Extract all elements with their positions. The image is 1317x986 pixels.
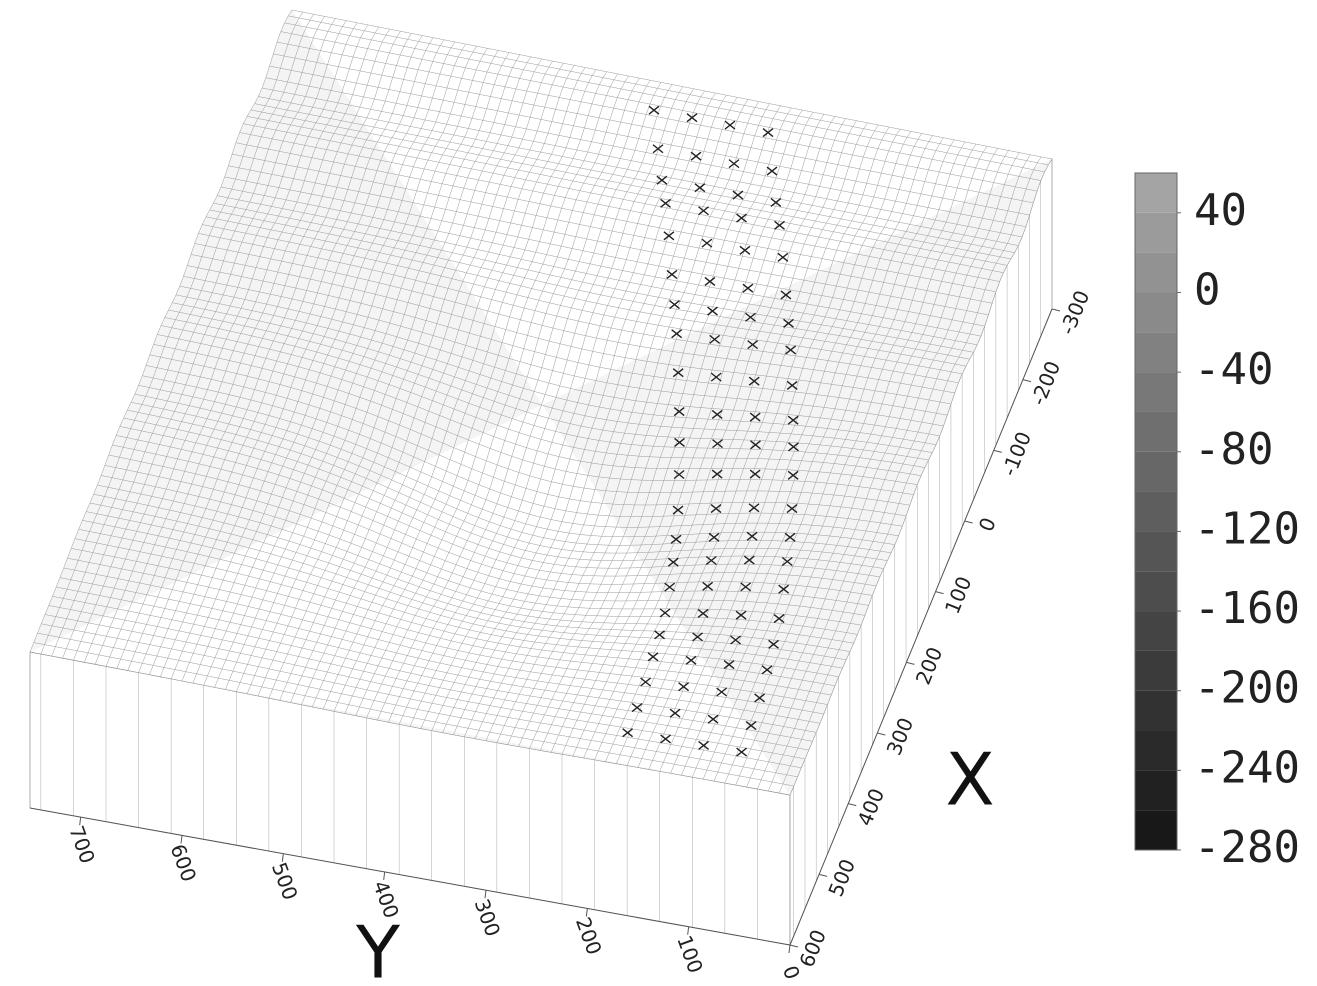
colorbar-band [1135,492,1177,532]
marker [699,207,709,215]
y-tick [789,945,790,953]
y-tick-label: 300 [470,896,506,940]
marker [687,114,697,122]
marker [655,631,665,639]
marker [623,729,633,737]
y-tick-label: 200 [571,914,607,958]
y-tick-label: 700 [64,823,100,867]
colorbar-band [1135,611,1177,651]
colorbar-band [1135,412,1177,452]
colorbar-tick-label: -240 [1194,742,1300,793]
x-tick [790,945,798,947]
x-tick [819,874,827,876]
colorbar-band [1135,731,1177,771]
y-axis-label: Y [355,911,401,986]
marker [670,301,680,309]
y-tick-label: 0 [778,962,805,982]
marker [672,330,682,338]
marker [705,277,715,285]
marker [686,656,696,664]
x-tick-label: -200 [1026,358,1065,409]
colorbar-band [1135,253,1177,293]
marker [725,121,735,129]
colorbar-band [1135,531,1177,571]
colorbar-band [1135,691,1177,731]
x-tick-label: 300 [882,714,919,758]
colorbar-band [1135,770,1177,810]
colorbar-tick-label: -80 [1194,424,1273,475]
x-tick [965,521,973,523]
colorbar-tick-label: 0 [1194,264,1221,315]
colorbar-tick-label: 40 [1194,185,1247,236]
marker [649,106,659,114]
colorbar-band [1135,372,1177,412]
colorbar-band [1135,173,1177,213]
colorbar-band [1135,452,1177,492]
marker [733,191,743,199]
colorbar-tick-label: -200 [1194,663,1300,714]
marker [657,176,667,184]
colorbar-band [1135,332,1177,372]
marker [708,307,718,315]
marker [775,221,785,229]
mesh-line [292,10,1052,159]
marker [648,653,658,661]
colorbar-band [1135,810,1177,850]
marker [695,184,705,192]
colorbar-tick-label: -160 [1194,583,1300,634]
marker [641,678,651,686]
chart: X Y -300-200-100010020030040050060070060… [0,0,1317,986]
marker [743,284,753,292]
x-axis-label: X [945,738,994,822]
marker [691,152,701,160]
marker [737,748,747,756]
y-tick-label: 600 [166,841,202,885]
x-tick [848,804,856,806]
x-tick-label: 400 [853,785,890,829]
x-tick-label: 200 [911,644,948,688]
x-tick-label: 500 [823,856,860,900]
marker [778,253,788,261]
marker [670,709,680,717]
marker [653,145,663,153]
wall [30,652,790,945]
marker [702,239,712,247]
x-tick-label: -300 [1055,287,1094,338]
marker [763,129,773,137]
x-tick [1052,309,1060,311]
marker [767,167,777,175]
x-tick [906,662,914,664]
y-tick-label: 500 [267,859,303,903]
colorbar-band [1135,292,1177,332]
x-tick [994,450,1002,452]
x-tick-label: 100 [940,573,977,617]
x-tick-label: -100 [997,428,1036,479]
marker [729,160,739,168]
surface [30,10,1052,945]
x-tick [936,592,944,594]
colorbar-tick-label: -40 [1194,344,1273,395]
marker [667,270,677,278]
marker [661,735,671,743]
colorbar-tick-label: -120 [1194,503,1300,554]
x-tick [877,733,885,735]
marker [771,198,781,206]
marker [679,683,689,691]
marker [699,741,709,749]
colorbar-band [1135,213,1177,253]
y-tick-label: 100 [672,932,708,976]
colorbar-tick-label: -280 [1194,822,1300,873]
x-tick [1023,380,1031,382]
colorbar-band [1135,651,1177,691]
x-tick-label: 0 [974,514,1001,535]
colorbar-band [1135,571,1177,611]
